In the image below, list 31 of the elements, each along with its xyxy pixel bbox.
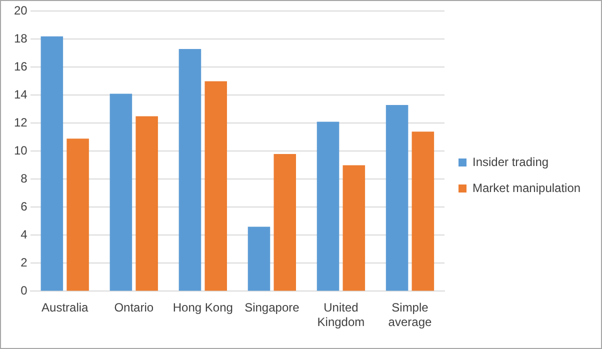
- x-tick-label: Hong Kong: [172, 300, 233, 315]
- bar: [274, 154, 296, 291]
- bar: [248, 226, 270, 291]
- legend-label: Insider trading: [472, 154, 549, 169]
- y-tick-label: 8: [20, 172, 28, 186]
- bar: [316, 122, 340, 291]
- bar: [136, 116, 158, 291]
- bar: [178, 49, 202, 291]
- y-tick-label: 12: [14, 116, 28, 130]
- legend-label: Market manipulation: [472, 180, 581, 195]
- x-tick-label: Australia: [42, 300, 89, 315]
- bar: [412, 132, 434, 291]
- y-tick-label: 0: [20, 284, 28, 298]
- bar: [386, 105, 408, 291]
- bar: [40, 36, 64, 291]
- y-tick-label: 10: [14, 144, 28, 158]
- bar: [204, 81, 227, 291]
- bar: [342, 165, 366, 291]
- bar: [66, 138, 89, 291]
- y-tick-label: 4: [20, 228, 28, 242]
- y-tick-label: 6: [20, 200, 28, 214]
- y-tick-label: 16: [14, 60, 28, 74]
- x-tick-label: Simple average: [388, 300, 432, 330]
- bar: [110, 94, 132, 291]
- y-tick-label: 20: [14, 4, 28, 18]
- y-tick-label: 14: [14, 88, 28, 102]
- x-tick-label: Singapore: [244, 300, 300, 315]
- x-tick-label: Ontario: [114, 300, 154, 315]
- x-tick-label: United Kingdom: [317, 300, 365, 330]
- y-tick-label: 2: [20, 256, 28, 270]
- y-tick-label: 18: [14, 32, 28, 46]
